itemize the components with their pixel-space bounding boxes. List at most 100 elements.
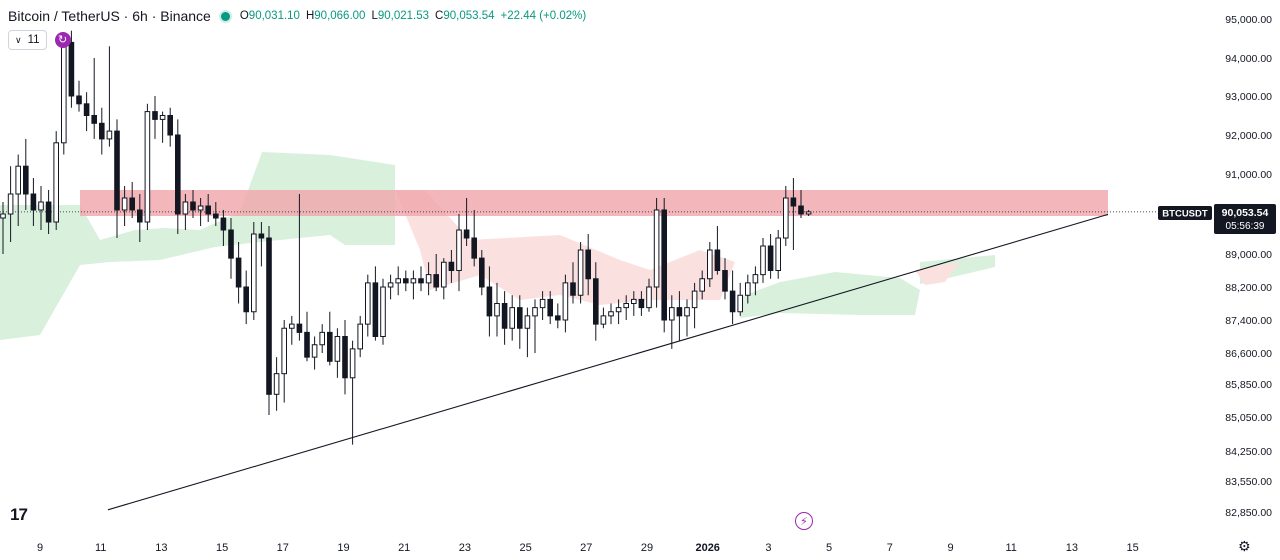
candle [615, 299, 622, 325]
candle [137, 194, 143, 242]
candle-body [235, 257, 242, 288]
candle [61, 38, 67, 155]
candle [501, 291, 508, 345]
candle [653, 198, 660, 308]
candle-body [182, 201, 189, 215]
candle [517, 295, 523, 349]
candle-body [319, 331, 325, 346]
candle [714, 226, 721, 275]
candle-body [197, 205, 204, 211]
candle-body [767, 245, 774, 271]
candle-body [509, 307, 515, 329]
candle-body [798, 205, 804, 215]
price-tick-label: 85,850.00 [1225, 379, 1272, 391]
chevron-down-icon: ∨ [15, 34, 22, 45]
candle-body [228, 229, 234, 259]
price-tick-label: 93,000.00 [1225, 91, 1272, 103]
price-tick-label: 85,050.00 [1225, 412, 1272, 424]
candle [783, 186, 789, 246]
candle-body [266, 237, 272, 395]
candle-body [471, 237, 477, 259]
symbol-legend[interactable]: Bitcoin / TetherUS · 6h · Binance O90,03… [8, 6, 586, 26]
candle-body [760, 245, 766, 276]
candle [327, 311, 333, 366]
time-axis[interactable]: 9 11 13 15 17 19 21 23 25 27 29 2026 3 5 7 9 11 13 15 [37, 542, 1139, 554]
candle-body [281, 327, 287, 375]
indicators-toggle[interactable]: ∨ 11 [8, 30, 47, 50]
time-tick-label: 19 [337, 542, 349, 554]
candle-body [805, 211, 812, 215]
candle [197, 198, 204, 226]
candle-body [395, 278, 401, 284]
sync-icon[interactable]: ↻ [54, 32, 71, 48]
candle-body [441, 261, 447, 288]
candle [509, 295, 515, 341]
tradingview-logo[interactable]: 17 [10, 505, 28, 524]
price-axis[interactable]: 95,000.00 94,000.00 93,000.00 92,000.00 91,0… [1225, 14, 1272, 519]
candle [555, 303, 561, 329]
candle [213, 202, 219, 226]
time-tick-label: 9 [37, 542, 43, 554]
candle [349, 340, 356, 445]
candle [577, 242, 584, 304]
candle [463, 198, 470, 246]
candle-body [722, 270, 728, 292]
candle [205, 194, 211, 222]
candle [311, 336, 318, 370]
candle-body [76, 95, 82, 105]
price-tick-label: 95,000.00 [1225, 14, 1272, 26]
candle-body [646, 286, 652, 309]
candle [357, 315, 363, 358]
candle-body [357, 323, 363, 350]
candle [380, 278, 386, 345]
candle [805, 210, 812, 216]
candle-body [691, 290, 698, 309]
candle [669, 295, 675, 349]
ascending-trendline [107, 213, 1109, 511]
candle [152, 96, 158, 139]
candle-body [327, 331, 333, 362]
candle [266, 226, 272, 415]
candle-body [418, 278, 424, 284]
lightning-icon[interactable]: ⚡ [795, 512, 813, 530]
candle-body [45, 201, 52, 223]
symbol-title[interactable]: Bitcoin / TetherUS · 6h · Binance [8, 8, 211, 24]
candle-body [623, 303, 630, 309]
candle [159, 111, 166, 143]
candle-body [410, 278, 417, 284]
time-tick-label: 3 [765, 542, 771, 554]
candle-body [532, 307, 538, 317]
time-tick-label: 29 [641, 542, 653, 554]
candle [570, 262, 576, 304]
cloud-green-area [0, 152, 395, 340]
candle [167, 107, 173, 147]
candle [623, 295, 630, 320]
candle-body [304, 331, 310, 358]
settings-gear-icon[interactable]: ⚙ [1238, 538, 1251, 554]
candle [334, 328, 341, 378]
time-tick-label: 7 [887, 542, 893, 554]
candle [30, 178, 37, 226]
price-tick-label: 89,000.00 [1225, 249, 1272, 261]
candle-body [83, 103, 90, 117]
candle-body [99, 122, 105, 140]
time-tick-label: 17 [277, 542, 289, 554]
candle-body [273, 373, 280, 395]
time-tick-label: 13 [155, 542, 167, 554]
price-tag: BTCUSDT 90,053.54 05:56:39 [1158, 204, 1276, 234]
candle-body [737, 294, 744, 313]
candle [114, 119, 120, 238]
candle-body [121, 197, 128, 211]
candle [486, 266, 493, 337]
last-price-tag [1214, 204, 1276, 234]
candle [752, 266, 759, 296]
candle [433, 254, 439, 292]
candle [691, 282, 698, 329]
low-label: L [371, 10, 378, 22]
candle [38, 186, 44, 230]
candle-body [380, 286, 386, 337]
candle [0, 202, 6, 254]
candle-body [38, 201, 44, 211]
candle [273, 357, 280, 411]
